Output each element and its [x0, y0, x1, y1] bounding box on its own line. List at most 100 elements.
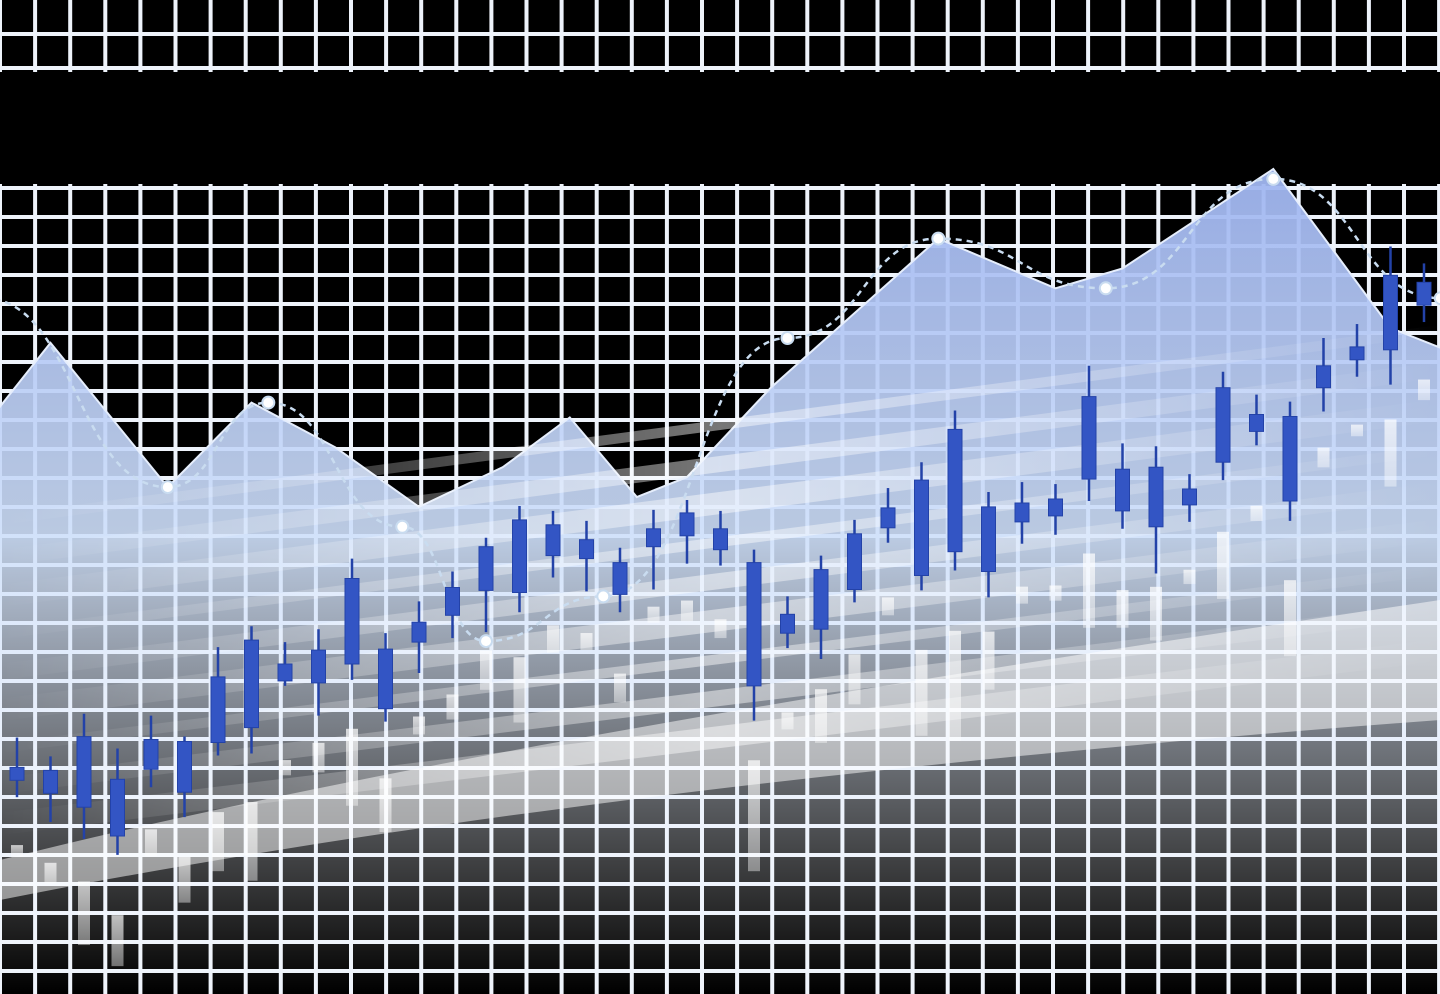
candle-reflection	[1284, 580, 1296, 657]
candle-body	[1316, 365, 1331, 389]
candle	[43, 756, 58, 823]
candle-body	[9, 766, 25, 781]
candle	[311, 629, 326, 716]
candle	[177, 736, 192, 818]
candle-reflection	[446, 694, 459, 720]
candle-body	[579, 539, 594, 560]
candle-reflection	[982, 631, 995, 690]
candle-body	[177, 741, 192, 793]
candle-body	[445, 587, 460, 616]
light-streak	[0, 362, 1440, 566]
candle-reflection	[480, 650, 492, 690]
candle	[512, 505, 527, 613]
candle-reflection	[1083, 553, 1095, 628]
candle-body	[378, 648, 393, 710]
candle-reflection	[580, 633, 593, 651]
candle-body	[813, 569, 829, 630]
light-streak	[0, 399, 1440, 607]
candle	[378, 633, 393, 722]
candle-reflection	[111, 915, 124, 967]
candle	[646, 509, 661, 590]
candle-reflection	[647, 606, 660, 623]
candle	[1014, 482, 1030, 544]
candle-body	[679, 512, 695, 537]
candle-reflection	[815, 689, 827, 743]
candle-reflection	[11, 845, 23, 857]
candle	[1148, 446, 1164, 574]
candle-reflection	[882, 597, 894, 616]
light-streak	[0, 482, 1440, 680]
candle-body	[110, 778, 125, 837]
candle-reflection	[178, 857, 191, 903]
candle-body	[1215, 387, 1231, 463]
candle-body	[1249, 414, 1264, 432]
candle-body	[914, 479, 929, 577]
candle-reflection	[1351, 424, 1363, 437]
candle-reflection	[1250, 505, 1263, 522]
trend-point	[931, 231, 946, 246]
candle-body	[244, 639, 259, 729]
trend-point	[261, 395, 276, 410]
candle-body	[311, 649, 326, 684]
candle	[1316, 337, 1331, 412]
candle-reflection	[1116, 590, 1129, 628]
candle-reflection	[145, 829, 157, 857]
candle-body	[1182, 488, 1197, 506]
candle	[880, 488, 896, 543]
candle-body	[780, 613, 795, 634]
candle	[1081, 365, 1097, 501]
candle	[1282, 401, 1298, 521]
candle	[9, 737, 25, 798]
candle-reflection	[714, 619, 727, 639]
candle-reflection	[781, 712, 794, 730]
candle	[1416, 263, 1432, 323]
candle-body	[512, 519, 527, 594]
candle-reflections	[11, 379, 1430, 967]
trend-point	[780, 331, 795, 345]
candle	[947, 410, 963, 571]
candle-reflection	[1384, 419, 1397, 487]
trend-point	[596, 589, 611, 604]
candle-body	[947, 428, 963, 553]
candle	[746, 549, 762, 721]
candle-reflection	[279, 760, 291, 776]
trend-point	[1433, 291, 1440, 306]
candle-body	[713, 528, 728, 551]
candle-body	[545, 524, 561, 557]
candle-body	[76, 736, 92, 808]
candle-body	[210, 676, 226, 744]
candle-body	[43, 769, 58, 794]
candle	[1349, 324, 1365, 377]
light-streaks	[0, 325, 1440, 900]
candle	[579, 520, 594, 592]
candle-reflection	[1317, 447, 1330, 468]
candle-body	[478, 546, 494, 591]
trend-point	[395, 519, 410, 534]
candle	[76, 713, 92, 839]
candle	[713, 510, 728, 566]
trend-line	[0, 177, 1440, 643]
candle	[277, 642, 293, 686]
candle	[612, 547, 628, 613]
candle	[110, 748, 125, 855]
candle-reflection	[78, 881, 90, 946]
candle-body	[746, 562, 762, 687]
area-outline	[0, 167, 1440, 509]
trend-point	[1266, 171, 1281, 186]
candle	[143, 715, 159, 788]
candle-body	[1282, 416, 1298, 502]
candle-body	[847, 533, 862, 590]
candle-reflection	[1016, 586, 1028, 604]
light-streak	[0, 565, 1440, 753]
candle	[344, 558, 360, 680]
candle-reflection	[312, 742, 325, 773]
candle-reflection	[1049, 585, 1062, 601]
candle-body	[1349, 346, 1365, 361]
candle-body	[411, 621, 427, 643]
candle-reflection	[547, 625, 559, 653]
trend-line-series	[0, 171, 1440, 649]
candle	[1048, 484, 1063, 535]
candle-reflection	[1418, 379, 1430, 401]
top-band	[0, 72, 1440, 184]
candle-body	[1148, 466, 1164, 528]
